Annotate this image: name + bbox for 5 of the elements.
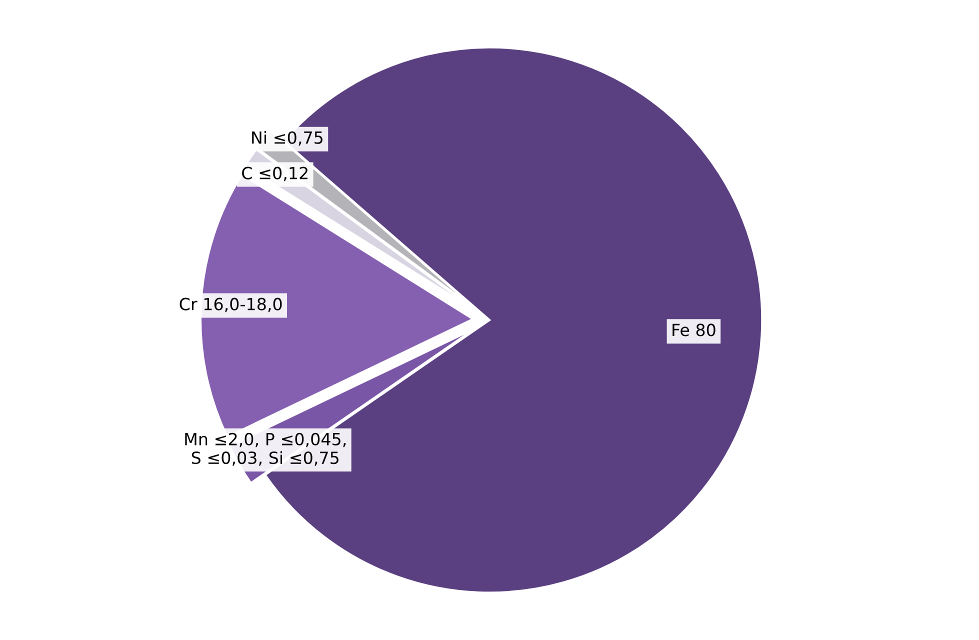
slice-label: Fe 80 bbox=[672, 324, 716, 336]
slice-label: Ni ≤0,75 bbox=[252, 131, 322, 146]
slice-label: C ≤0,12 bbox=[242, 166, 308, 182]
slice-label: Mn ≤2,0, P ≤0,045, S ≤0,03, Si ≤0,75 bbox=[185, 432, 346, 466]
slice-label: Cr 16,0-18,0 bbox=[180, 298, 282, 312]
